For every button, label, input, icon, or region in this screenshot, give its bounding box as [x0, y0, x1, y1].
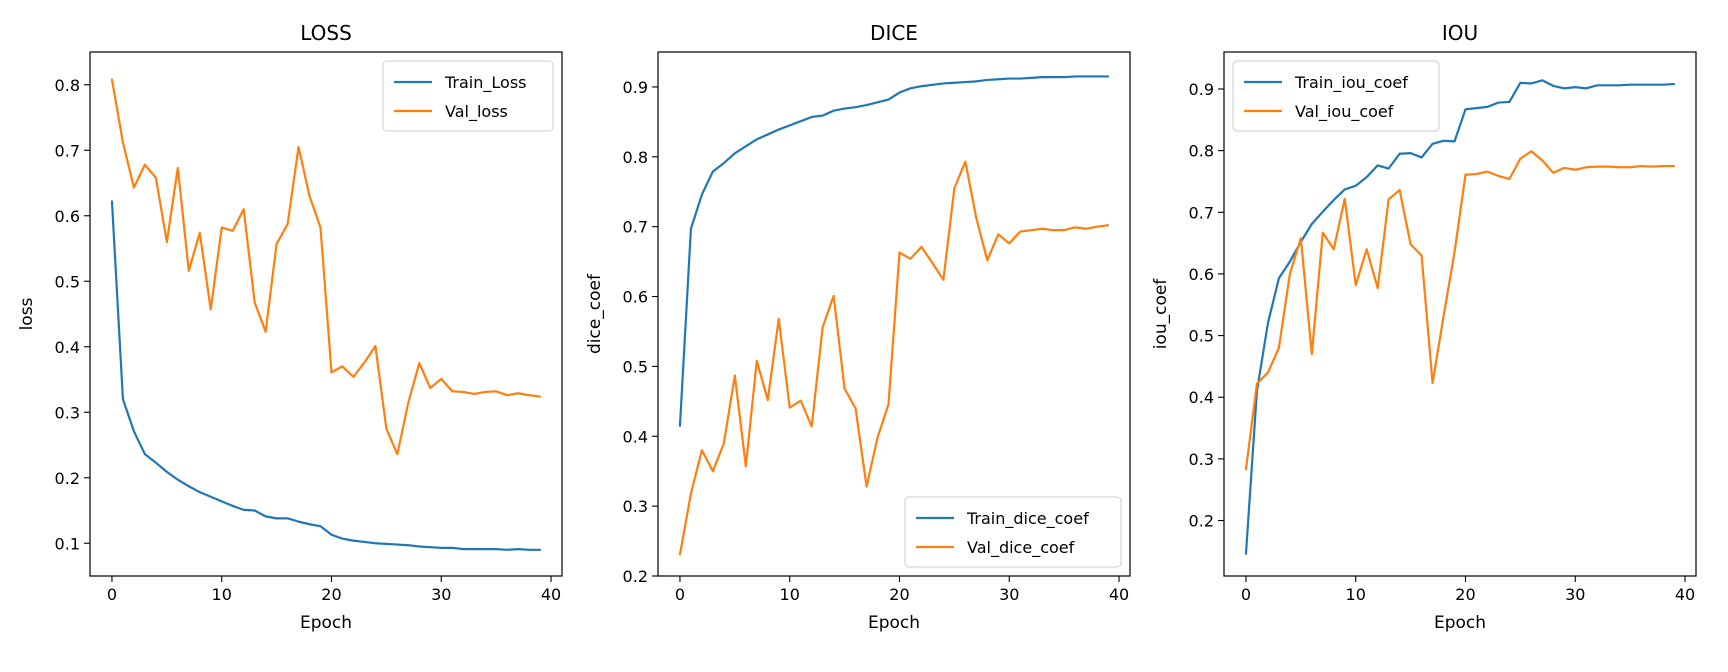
y-tick-label: 0.4: [55, 338, 80, 357]
x-tick-label: 10: [1346, 585, 1366, 604]
x-tick-label: 30: [999, 585, 1019, 604]
x-tick-label: 30: [431, 585, 451, 604]
x-tick-label: 20: [1455, 585, 1475, 604]
x-tick-label: 0: [107, 585, 117, 604]
y-tick-label: 0.9: [623, 78, 648, 97]
y-tick-label: 0.5: [1189, 327, 1214, 346]
legend-box: [382, 60, 554, 132]
legend: Train_Loss Val_loss: [382, 60, 554, 132]
legend-label: Val_iou_coef: [1295, 102, 1394, 122]
y-tick-label: 0.4: [1189, 388, 1214, 407]
x-tick-label: 10: [212, 585, 232, 604]
chart-title: DICE: [870, 21, 918, 45]
x-tick-label: 40: [541, 585, 561, 604]
x-tick-label: 20: [321, 585, 341, 604]
legend-label: Train_iou_coef: [1294, 73, 1408, 93]
chart-loss: LOSS 0 10 20 30 40 0.1 0.2 0.3 0.4 0.5 0.6 0.7 0.8 Epo…: [17, 21, 563, 633]
y-tick-label: 0.7: [623, 218, 648, 237]
x-tick-label: 0: [675, 585, 685, 604]
y-axis-label: iou_coef: [1151, 278, 1171, 350]
y-tick-label: 0.8: [1189, 142, 1214, 161]
x-tick-label: 40: [1109, 585, 1129, 604]
series-line-train_iou_coef: [1244, 79, 1676, 555]
x-tick-label: 20: [889, 585, 909, 604]
series-line-val_loss: [110, 78, 542, 456]
y-tick-label: 0.7: [55, 141, 80, 160]
legend: Train_dice_coef Val_dice_coef: [904, 496, 1122, 568]
y-tick-label: 0.7: [1189, 203, 1214, 222]
chart-iou: IOU 0 10 20 30 40 0.2 0.3 0.4 0.5 0.6 0.7 0.8 0.9 Epoc…: [1151, 21, 1697, 633]
series-line-val_iou_coef: [1244, 150, 1676, 471]
x-axis-label: Epoch: [868, 613, 920, 633]
y-tick-label: 0.5: [55, 272, 80, 291]
y-tick-label: 0.8: [55, 76, 80, 95]
legend-box: [1232, 60, 1440, 132]
y-tick-label: 0.6: [623, 288, 648, 307]
legend-label: Val_dice_coef: [967, 538, 1075, 558]
y-axis-label: loss: [17, 297, 37, 330]
plot-frame: [1223, 51, 1697, 577]
legend-label: Val_loss: [445, 102, 508, 122]
y-tick-label: 0.6: [1189, 265, 1214, 284]
series-line-train_loss: [110, 200, 542, 551]
y-tick-label: 0.9: [1189, 80, 1214, 99]
legend: Train_iou_coef Val_iou_coef: [1232, 60, 1440, 132]
y-tick-label: 0.4: [623, 427, 648, 446]
chart-dice: DICE 0 10 20 30 40 0.2 0.3 0.4 0.5 0.6 0.7 0.8 0.9 Epo…: [585, 21, 1131, 633]
chart-title: IOU: [1442, 21, 1478, 45]
plot-frame: [89, 51, 563, 577]
x-tick-label: 30: [1565, 585, 1585, 604]
y-tick-label: 0.3: [1189, 450, 1214, 469]
plot-frame: [657, 51, 1131, 577]
y-tick-label: 0.3: [55, 403, 80, 422]
x-tick-label: 0: [1241, 585, 1251, 604]
y-tick-label: 0.2: [623, 567, 648, 586]
y-tick-label: 0.1: [55, 534, 80, 553]
legend-label: Train_Loss: [444, 73, 526, 93]
y-axis-label: dice_coef: [585, 273, 605, 354]
chart-title: LOSS: [300, 21, 352, 45]
x-axis-label: Epoch: [300, 613, 352, 633]
y-tick-label: 0.2: [1189, 512, 1214, 531]
y-tick-label: 0.8: [623, 148, 648, 167]
y-tick-label: 0.3: [623, 497, 648, 516]
x-tick-label: 10: [780, 585, 800, 604]
x-axis-label: Epoch: [1434, 613, 1486, 633]
legend-label: Train_dice_coef: [966, 509, 1089, 529]
y-tick-label: 0.6: [55, 207, 80, 226]
y-tick-label: 0.5: [623, 357, 648, 376]
x-tick-label: 40: [1675, 585, 1695, 604]
y-tick-label: 0.2: [55, 469, 80, 488]
legend-box: [904, 496, 1122, 568]
series-line-train_dice_coef: [678, 75, 1110, 427]
series-line-val_dice_coef: [678, 160, 1110, 556]
